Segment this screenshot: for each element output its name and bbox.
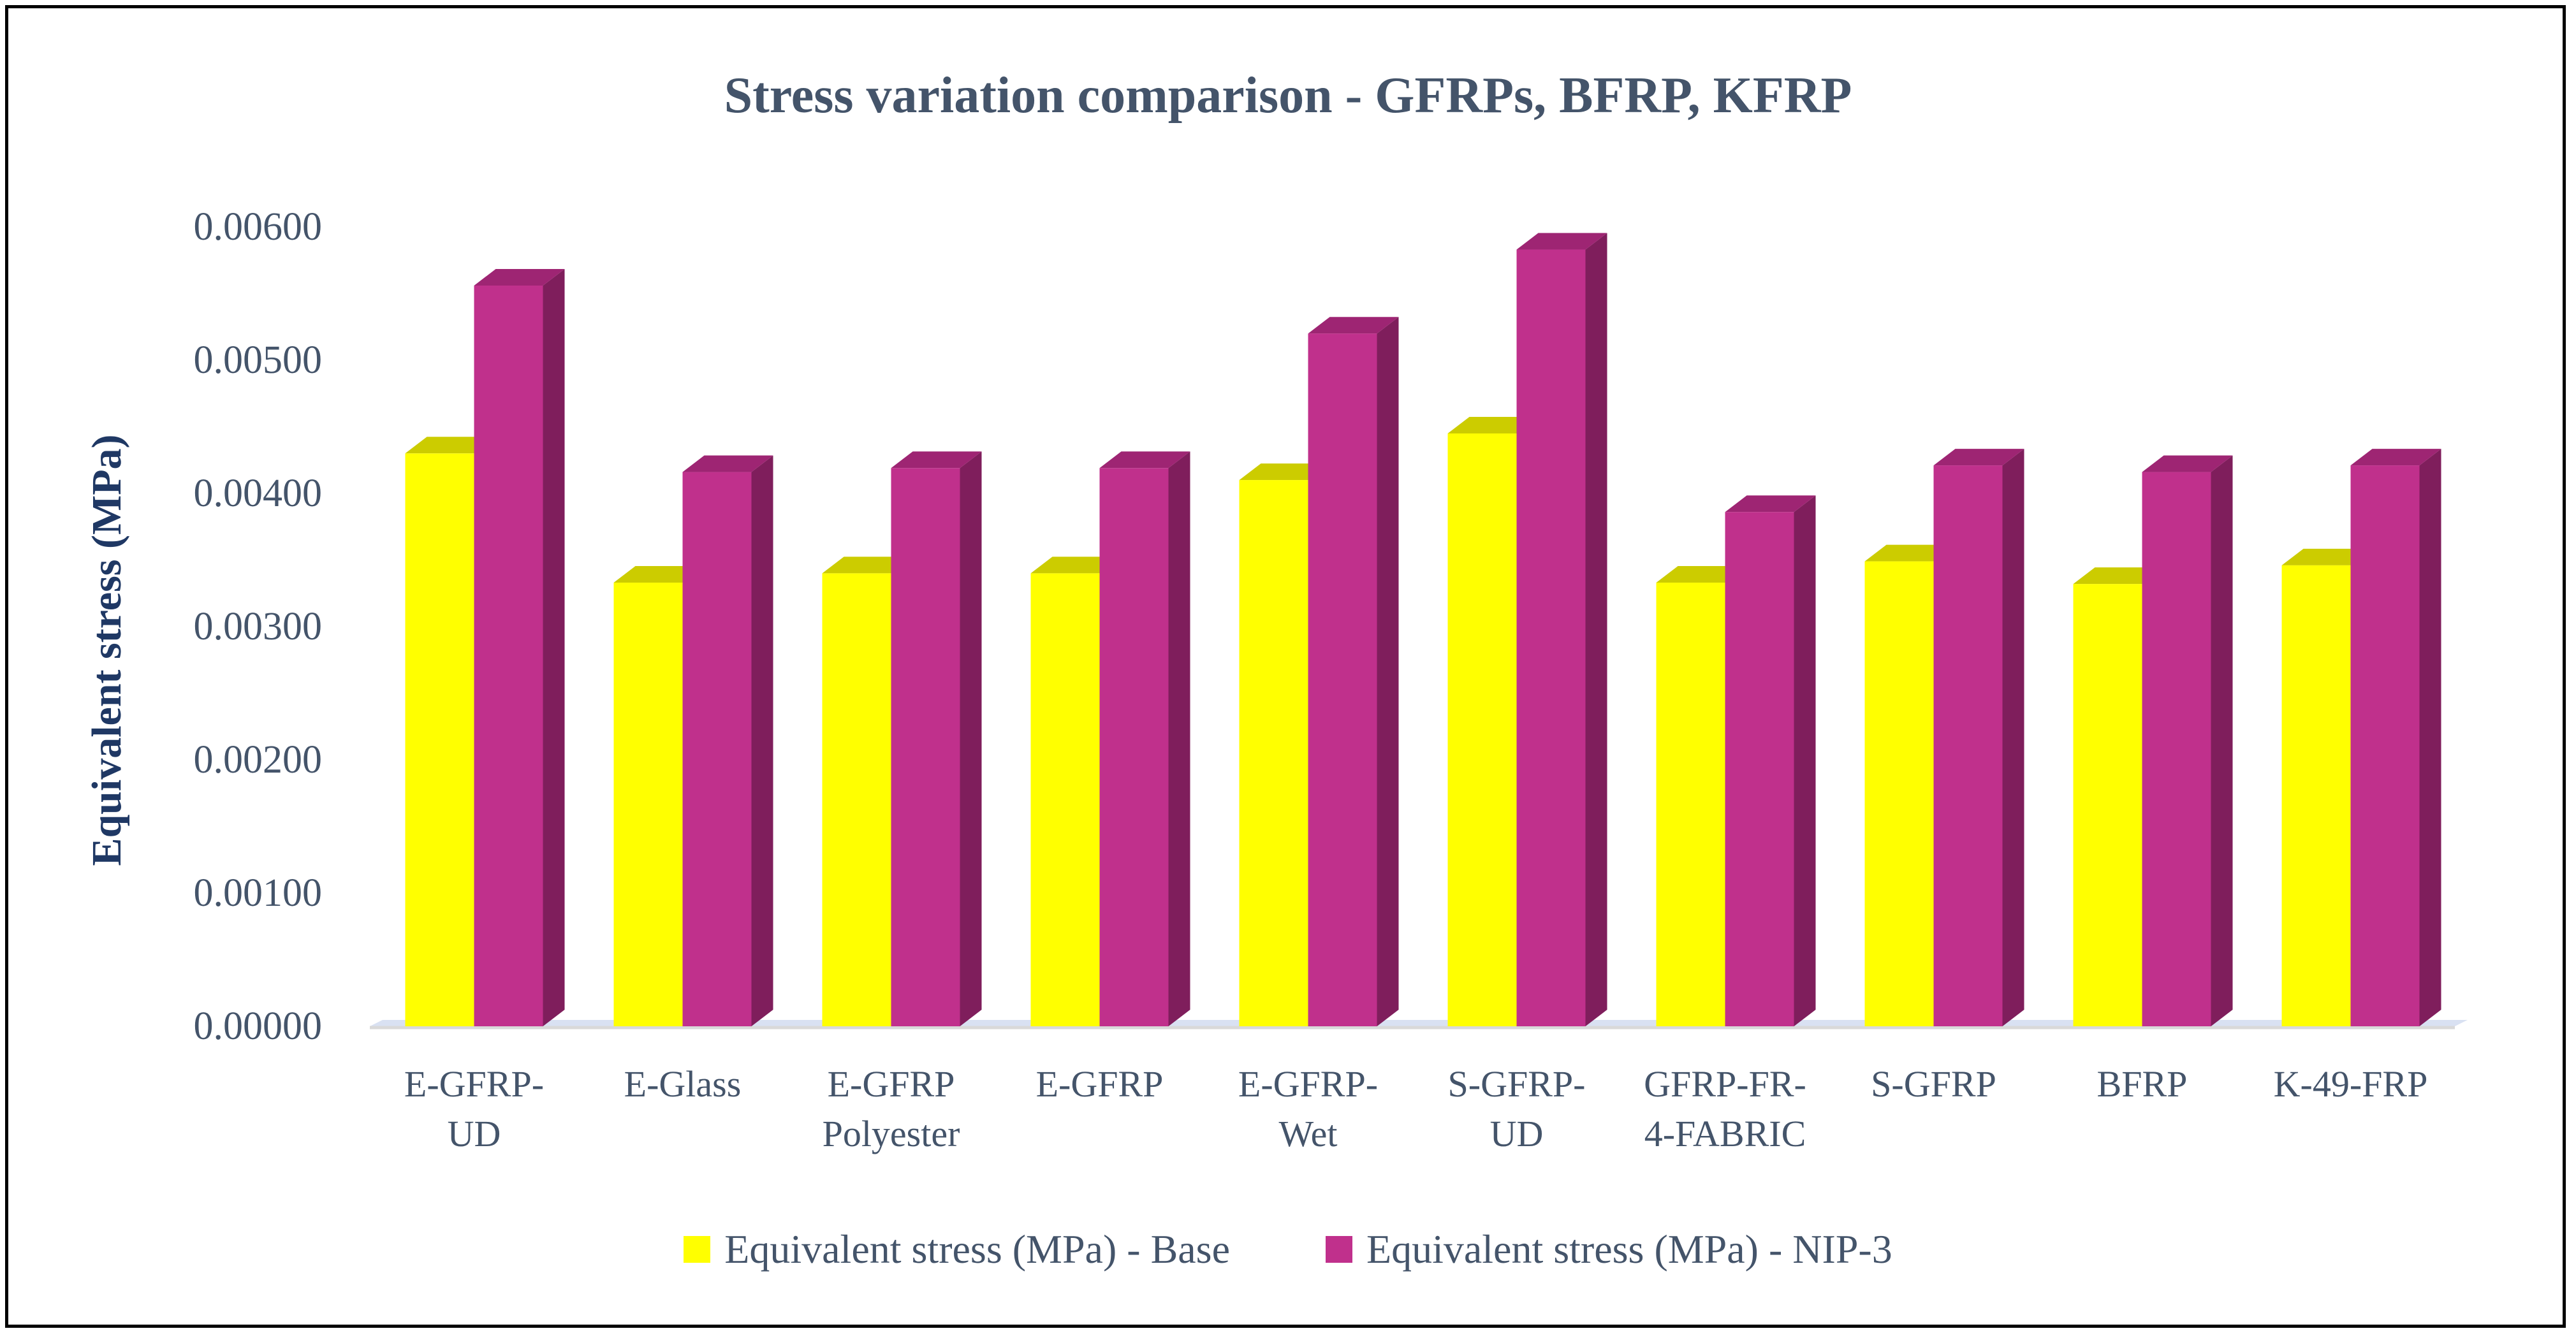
x-category-label: E-GFRP-Wet: [1238, 1063, 1378, 1154]
bar-base: [1239, 480, 1308, 1026]
legend-label-nip3: Equivalent stress (MPa) - NIP-3: [1366, 1226, 1892, 1272]
y-tick-label: 0.00200: [194, 738, 323, 782]
legend-item-base: Equivalent stress (MPa) - Base: [684, 1226, 1230, 1273]
legend-label-base: Equivalent stress (MPa) - Base: [724, 1226, 1230, 1272]
legend-item-nip3: Equivalent stress (MPa) - NIP-3: [1325, 1226, 1892, 1273]
bar-side: [751, 455, 773, 1026]
bar-side: [2211, 455, 2233, 1026]
bar-side: [2002, 449, 2024, 1026]
bar-nip3: [474, 285, 543, 1027]
x-category-label: K-49-FRP: [2274, 1063, 2428, 1105]
bar-base: [822, 573, 891, 1026]
bar-top: [1030, 556, 1122, 574]
x-category-label: S-GFRP: [1871, 1063, 1996, 1105]
x-category-label: S-GFRP-UD: [1448, 1063, 1586, 1154]
bar-top: [1308, 317, 1399, 334]
bar-base: [2281, 565, 2351, 1026]
y-tick-label: 0.00100: [194, 871, 323, 915]
y-tick-label: 0.00600: [194, 205, 323, 249]
bar-top: [822, 556, 913, 574]
bar-side: [2419, 449, 2441, 1026]
x-category-label: GFRP-FR-4-FABRIC: [1644, 1063, 1806, 1154]
chart-title: Stress variation comparison - GFRPs, BFR…: [724, 68, 1852, 124]
y-tick-label: 0.00400: [194, 472, 323, 515]
bar-nip3: [1099, 468, 1169, 1026]
bar-top: [1239, 463, 1330, 481]
bar-nip3: [682, 472, 752, 1026]
bar-side: [960, 451, 982, 1026]
bar-nip3: [1933, 465, 2003, 1026]
bar-top: [1933, 449, 2024, 466]
bar-top: [2281, 548, 2373, 565]
legend-swatch-nip3: [1325, 1236, 1352, 1263]
bar-side: [1377, 317, 1399, 1027]
y-tick-label: 0.00000: [194, 1005, 323, 1048]
bar-nip3: [2350, 465, 2420, 1026]
bar-base: [1447, 433, 1517, 1026]
bar-base: [2073, 584, 2142, 1026]
bar-top: [2073, 567, 2164, 585]
bar-top: [613, 566, 705, 583]
x-category-label: E-Glass: [624, 1063, 742, 1105]
y-tick-label: 0.00500: [194, 338, 323, 382]
legend: Equivalent stress (MPa) - Base Equivalen…: [0, 1218, 2576, 1281]
bar-top: [2350, 449, 2441, 466]
bar-top: [1447, 416, 1539, 433]
bar-base: [1864, 561, 1934, 1026]
bar-nip3: [1308, 333, 1377, 1027]
bar-top: [891, 451, 982, 469]
bar-nip3: [2142, 472, 2211, 1026]
bar-nip3: [1725, 512, 1794, 1026]
bar-nip3: [1516, 249, 1586, 1026]
bar-nip3: [891, 468, 960, 1026]
bar-side: [1585, 233, 1607, 1026]
bar-top: [474, 268, 565, 286]
bar-top: [1516, 233, 1607, 250]
x-category-label: E-GFRP: [1036, 1063, 1164, 1105]
bar-side: [1794, 495, 1816, 1026]
x-category-label: E-GFRP-UD: [404, 1063, 544, 1154]
bar-side: [1168, 451, 1190, 1026]
bar-top: [1656, 566, 1747, 583]
legend-swatch-base: [684, 1236, 711, 1263]
bar-base: [1656, 583, 1725, 1026]
bar-top: [1864, 544, 1956, 562]
bar-base: [405, 453, 474, 1026]
x-category-label: BFRP: [2097, 1063, 2188, 1105]
bar-top: [2142, 455, 2233, 472]
bar-top: [1725, 495, 1816, 513]
x-category-label: E-GFRP Polyester: [823, 1063, 960, 1154]
bar-top: [405, 437, 496, 454]
bar-base: [1030, 573, 1100, 1026]
bar-side: [543, 268, 565, 1027]
bar-top: [1099, 451, 1190, 469]
bar-base: [613, 583, 683, 1026]
bar-top: [682, 455, 773, 472]
y-tick-label: 0.00300: [194, 605, 323, 648]
